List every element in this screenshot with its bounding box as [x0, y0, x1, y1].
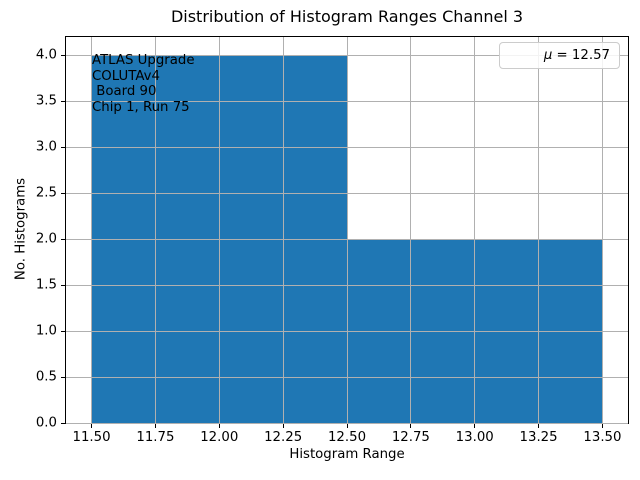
x-tick-mark — [346, 424, 348, 428]
annotation-text: ATLAS Upgrade COLUTAv4 Board 90 Chip 1, Ru… — [92, 53, 195, 115]
y-tick-label: 1.0 — [35, 323, 57, 339]
gridline-vertical — [410, 37, 412, 423]
gridline-horizontal — [66, 238, 628, 240]
gridline-vertical — [154, 37, 156, 423]
x-tick-label: 12.75 — [391, 430, 430, 445]
gridline-horizontal — [66, 146, 628, 148]
x-tick-label: 12.50 — [327, 430, 367, 445]
annotation-line: ATLAS Upgrade — [92, 53, 195, 68]
gridline-horizontal — [66, 284, 628, 286]
y-tick-mark — [61, 376, 65, 378]
y-tick-label: 1.5 — [35, 277, 57, 293]
gridline-vertical — [218, 37, 220, 423]
y-tick-mark — [61, 100, 65, 102]
y-tick-label: 0.5 — [35, 369, 57, 385]
legend-swatch — [509, 51, 536, 61]
x-tick-mark — [154, 424, 156, 428]
legend-label: μ = 12.57 — [544, 48, 610, 63]
gridline-horizontal — [66, 376, 628, 378]
x-tick-mark — [410, 424, 412, 428]
mu-symbol: μ — [543, 48, 553, 63]
legend: μ = 12.57 — [498, 42, 620, 69]
x-axis-label: Histogram Range — [289, 447, 405, 462]
x-tick-label: 13.00 — [455, 430, 494, 445]
x-tick-mark — [282, 424, 284, 428]
y-tick-mark — [61, 192, 65, 194]
legend-value: = 12.57 — [552, 48, 610, 63]
x-tick-label: 13.25 — [519, 430, 558, 445]
annotation-line: Chip 1, Run 75 — [92, 99, 190, 115]
y-tick-mark — [61, 330, 65, 332]
y-tick-mark — [61, 284, 65, 286]
y-tick-mark — [61, 54, 65, 56]
annotation-line: COLUTAv4 — [92, 68, 160, 84]
gridline-horizontal — [66, 422, 628, 424]
gridline-horizontal — [66, 100, 628, 102]
gridline-vertical — [474, 37, 476, 423]
gridline-vertical — [346, 37, 348, 423]
gridline-horizontal — [66, 192, 628, 194]
plot-area: 11.50 11.75 12.00 12.25 12.50 12.75 13.00 13.25… — [36, 36, 629, 445]
x-tick-mark — [474, 424, 476, 428]
x-tick-mark — [538, 424, 540, 428]
annotation-line: Board 90 — [92, 84, 157, 100]
x-tick-mark — [218, 424, 220, 428]
y-tick-mark — [61, 146, 65, 148]
x-tick-label: 12.00 — [200, 430, 239, 445]
y-tick-label: 2.0 — [35, 231, 57, 247]
gridline-horizontal — [66, 330, 628, 332]
x-tick-mark — [91, 424, 93, 428]
gridline-vertical — [538, 37, 540, 423]
y-tick-label: 4.0 — [35, 47, 57, 63]
y-tick-label: 3.0 — [35, 139, 57, 155]
chart-title: Distribution of Histogram Ranges Channel… — [170, 7, 524, 26]
y-axis-label: No. Histograms — [13, 177, 29, 281]
y-tick-label: 0.0 — [35, 415, 57, 431]
gridline-vertical — [601, 37, 603, 423]
y-tick-label: 3.5 — [35, 93, 57, 109]
x-tick-label: 11.75 — [136, 430, 175, 445]
x-tick-label: 12.25 — [264, 430, 303, 445]
x-tick-mark — [601, 424, 603, 428]
y-tick-mark — [61, 422, 65, 424]
y-tick-label: 2.5 — [35, 185, 57, 201]
gridline-vertical — [91, 37, 93, 423]
x-tick-label: 11.50 — [72, 430, 111, 445]
gridline-horizontal — [66, 54, 628, 56]
gridline-vertical — [282, 37, 284, 423]
y-tick-mark — [61, 238, 65, 240]
x-tick-label: 13.50 — [583, 430, 622, 445]
